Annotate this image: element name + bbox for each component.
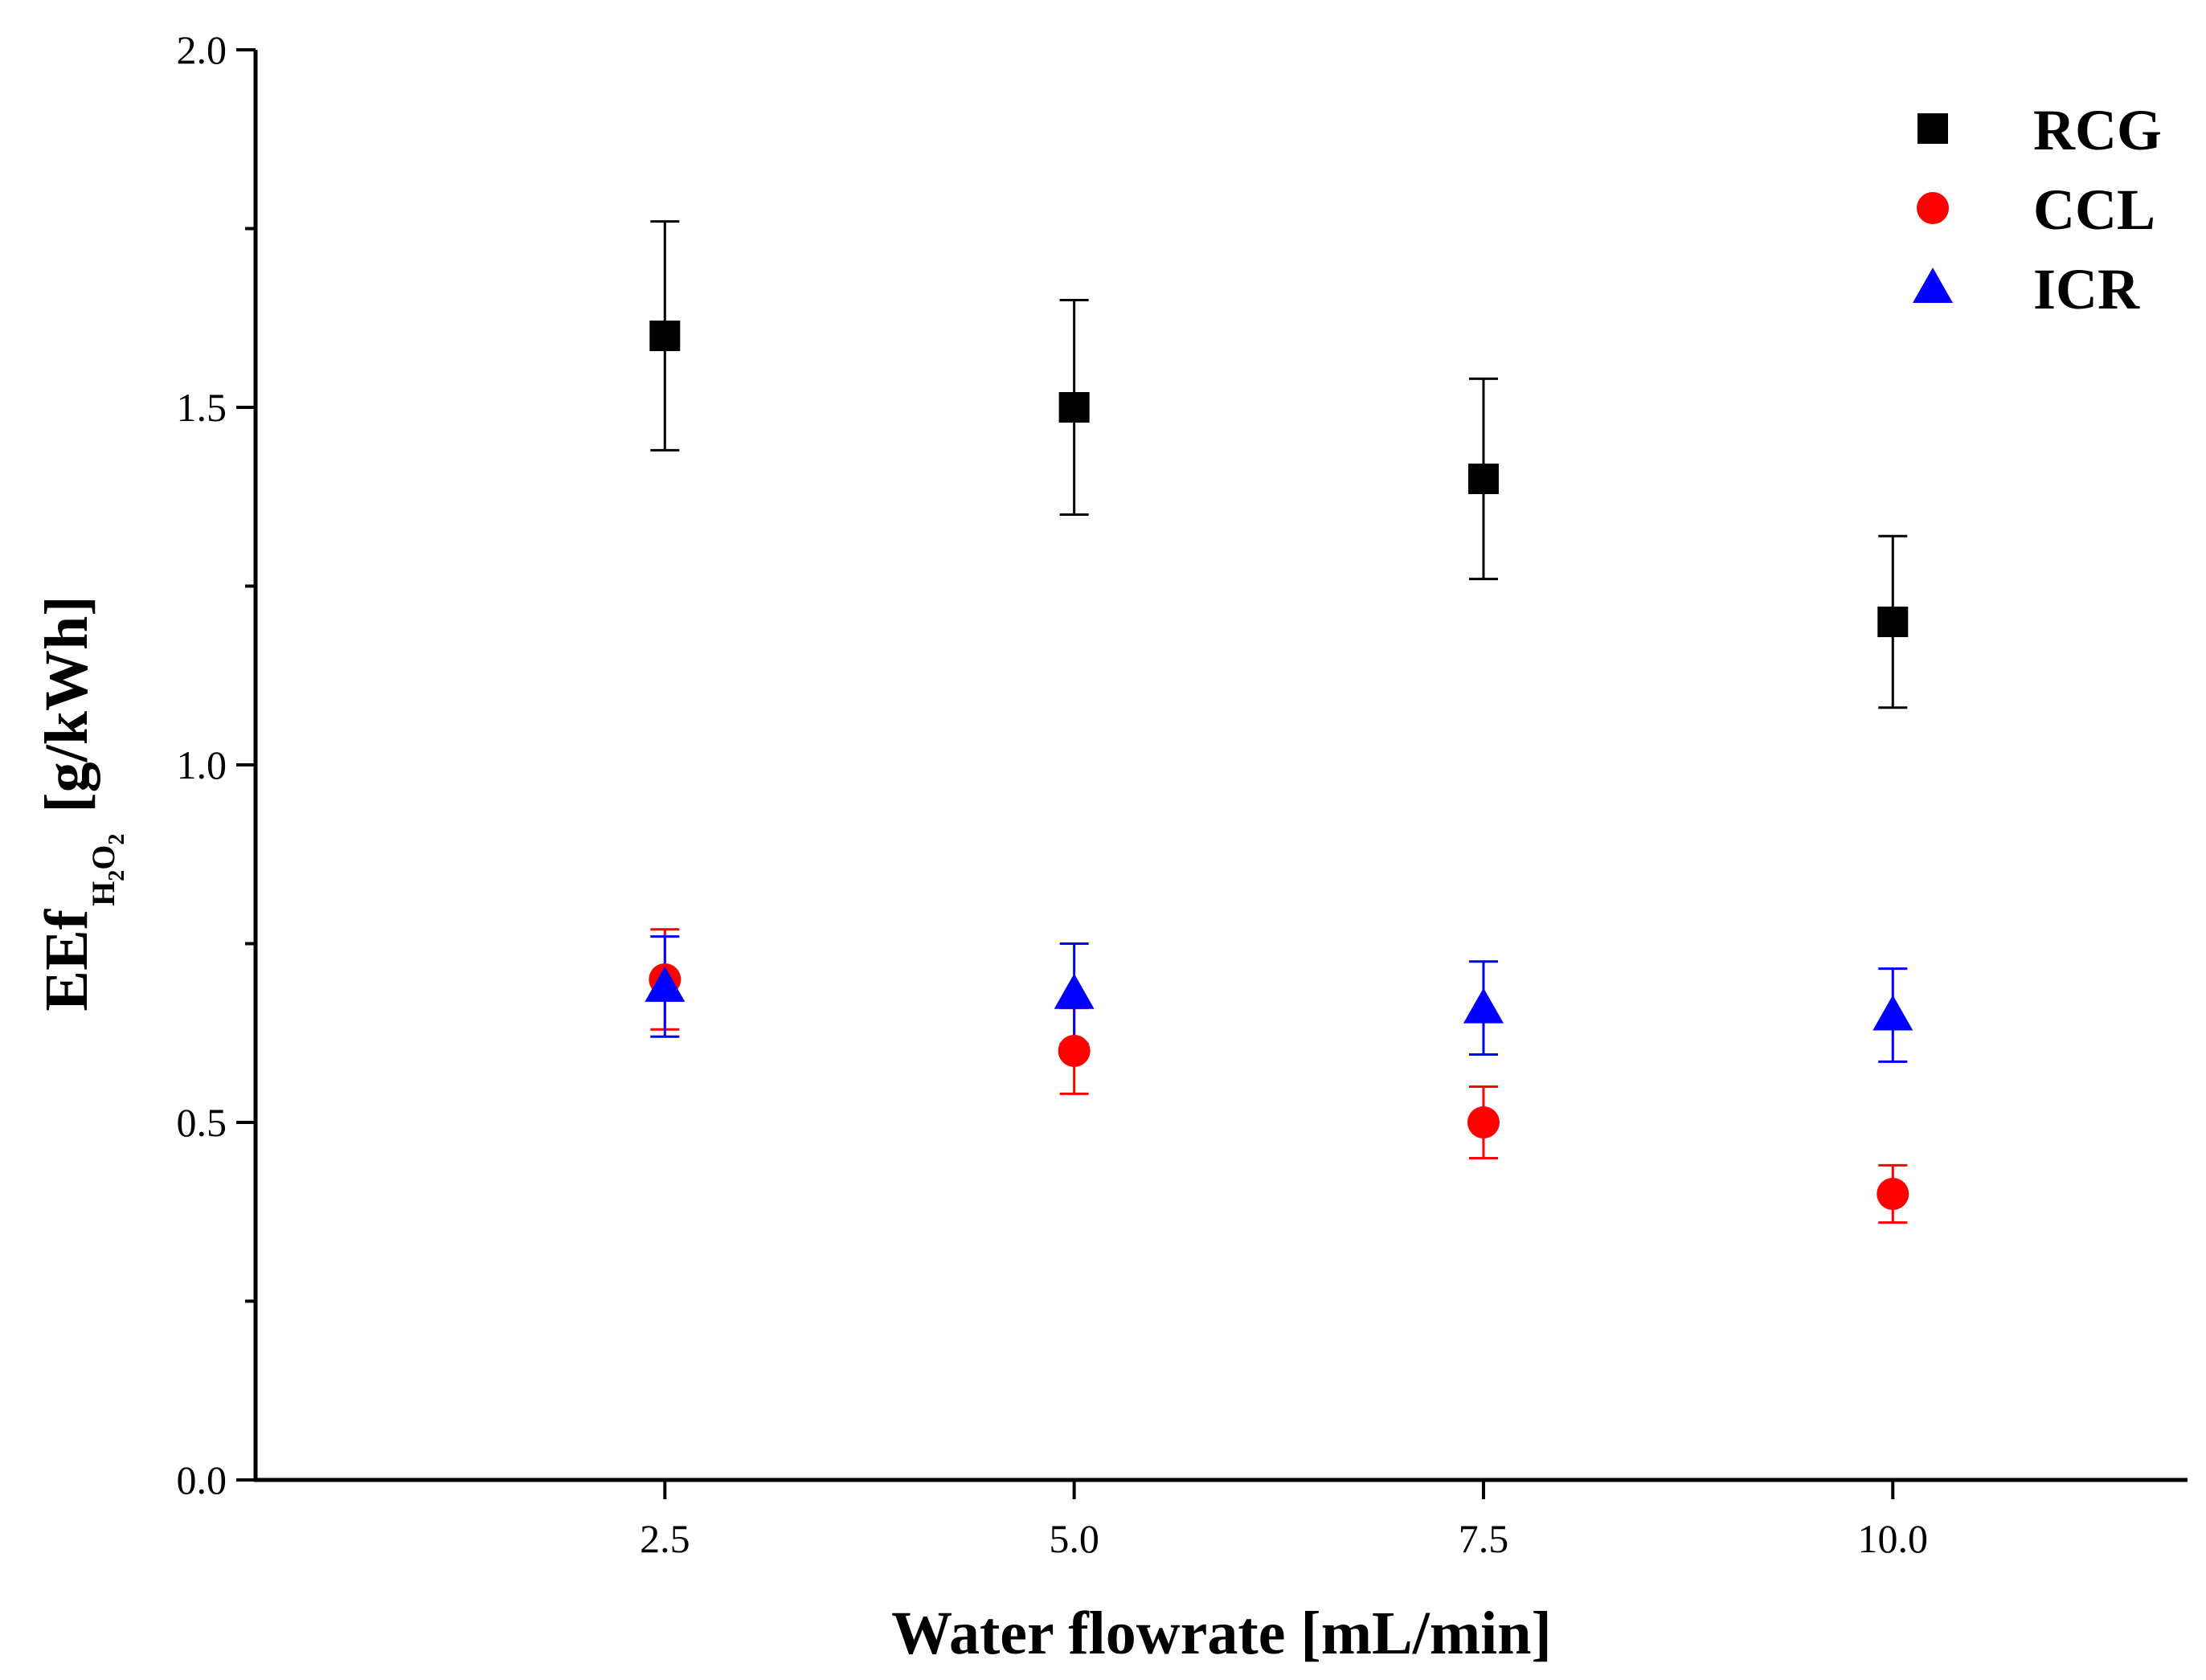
y-tick-label: 1.5 [177, 385, 227, 430]
icr-point [1054, 973, 1095, 1009]
y-axis-title-main: EEf [33, 908, 100, 1011]
axis-ticks: 0.0 0.5 1.0 1.5 2.0 2.5 5.0 7.5 10.0 [177, 27, 1929, 1561]
y-axis-title-sub-o: O [85, 845, 121, 870]
y-axis-title-sub-2b: 2 [104, 834, 129, 845]
legend-label-ccl: CCL [2033, 178, 2155, 242]
x-tick-label: 7.5 [1459, 1516, 1509, 1561]
ccl-point [1467, 1106, 1500, 1138]
y-tick-label: 0.0 [177, 1457, 227, 1502]
y-tick-label: 2.0 [177, 27, 227, 72]
rcg-point [1058, 392, 1090, 423]
icr-point [645, 966, 686, 1002]
data-points [645, 321, 1913, 1210]
error-bars [650, 220, 1908, 1224]
x-tick-label: 2.5 [640, 1516, 690, 1561]
legend-marker-rcg [1917, 113, 1948, 144]
ccl-point [1058, 1035, 1091, 1067]
y-axis-title-sub-2a: 2 [104, 870, 129, 881]
rcg-point [1877, 607, 1909, 637]
legend-label-rcg: RCG [2033, 98, 2162, 162]
legend-label-icr: ICR [2033, 257, 2140, 321]
x-tick-label: 10.0 [1858, 1516, 1929, 1561]
legend-marker-icr [1913, 268, 1953, 303]
legend: RCG CCL ICR [1913, 98, 2162, 321]
icr-point [1872, 995, 1913, 1031]
x-tick-label: 5.0 [1049, 1516, 1099, 1561]
x-axis-title: Water flowrate [mL/min] [891, 1600, 1552, 1667]
y-axis-title-sub-h: H [85, 881, 121, 906]
y-tick-label: 0.5 [177, 1100, 227, 1145]
ccl-point [1877, 1178, 1909, 1210]
icr-point [1463, 987, 1504, 1024]
legend-marker-ccl [1917, 192, 1949, 224]
y-axis-title: EEfH2O2[g/kWh] [33, 595, 129, 1011]
rcg-point [649, 321, 681, 351]
rcg-point [1467, 464, 1499, 494]
y-tick-label: 1.0 [177, 742, 227, 787]
y-axis-title-unit: [g/kWh] [33, 595, 100, 812]
